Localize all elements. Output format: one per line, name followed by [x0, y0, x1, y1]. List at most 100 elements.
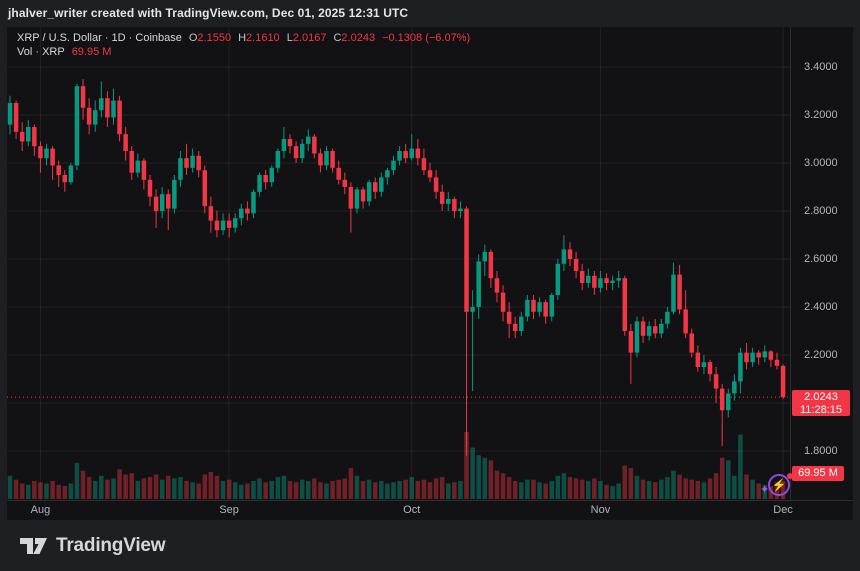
candle-body	[555, 263, 561, 295]
candle-body	[519, 316, 524, 331]
chart-widget: XRP / U.S. Dollar · 1D · Coinbase O2.1550…	[7, 27, 853, 520]
price-scale[interactable]: 3.4000 3.2000 3.0000 2.8000 2.6000 2.4000 2.20…	[790, 27, 853, 500]
volume-bar	[470, 447, 475, 499]
change-value: −0.1308 (−6.07%)	[382, 32, 471, 44]
candle-body	[433, 177, 439, 192]
candle-body	[105, 98, 110, 118]
legend-symbol-line[interactable]: XRP / U.S. Dollar · 1D · Coinbase O2.1550…	[17, 31, 470, 45]
volume-bar	[166, 475, 171, 499]
volume-bar	[232, 482, 238, 499]
volume-bar	[38, 482, 43, 499]
volume-bar	[415, 480, 421, 499]
volume-bar	[762, 484, 768, 499]
candle-body	[756, 352, 761, 358]
lightning-icon: ⚡	[768, 474, 790, 496]
volume-bar	[543, 483, 548, 499]
candle-body	[446, 199, 451, 204]
chart-pane[interactable]	[7, 27, 853, 520]
volume-axis-badge: 69.95 M	[792, 466, 844, 481]
candle-body	[665, 311, 670, 324]
low-label: L	[286, 32, 293, 44]
candle-body	[385, 170, 390, 178]
volume-bar	[281, 475, 287, 499]
candle-body	[543, 302, 548, 317]
volume-bar	[561, 473, 567, 499]
volume-bar	[525, 479, 530, 499]
volume-bar	[86, 477, 92, 499]
volume-bar	[239, 484, 244, 499]
time-axis-label: Sep	[219, 504, 239, 516]
price-axis-label: 2.8000	[804, 205, 838, 217]
close-label: C	[333, 32, 342, 44]
candle-body	[275, 151, 281, 168]
volume-bar	[68, 483, 74, 499]
candle-body	[701, 362, 707, 367]
volume-bar	[646, 480, 652, 499]
legend-volume-line[interactable]: Vol · XRP 69.95 M	[17, 45, 470, 59]
candle-body	[135, 160, 141, 173]
candle-body	[56, 165, 61, 175]
volume-bar	[141, 478, 147, 499]
price-axis-label: 2.2000	[804, 349, 838, 361]
candle-body	[251, 191, 256, 214]
volume-bar	[519, 482, 524, 499]
volume-bar	[50, 480, 55, 499]
candle-body	[476, 261, 481, 307]
candle-body	[7, 103, 13, 125]
candle-body	[172, 179, 177, 209]
bar-countdown: 11:28:15	[799, 404, 842, 416]
candle-body	[44, 148, 49, 159]
tradingview-logo[interactable]: TradingView	[20, 532, 166, 560]
candle-body	[293, 146, 299, 159]
notification-dot	[787, 473, 793, 479]
candle-body	[598, 278, 603, 288]
volume-bar	[312, 478, 317, 499]
volume-bar	[476, 455, 481, 499]
candle-body	[421, 158, 427, 171]
volume-bar	[403, 479, 408, 499]
volume-bar	[330, 480, 335, 499]
volume-bar	[19, 483, 25, 499]
candle-body	[86, 107, 92, 125]
volume-bar	[306, 480, 311, 499]
volume-bar	[385, 483, 390, 499]
volume-bar	[287, 480, 293, 499]
volume-bar	[512, 480, 518, 499]
candle-body	[257, 175, 262, 192]
volume-bar	[391, 482, 396, 499]
volume-bar	[640, 479, 646, 499]
price-axis-label: 1.8000	[804, 445, 838, 457]
candle-body	[80, 86, 86, 108]
candle-body	[372, 182, 378, 192]
volume-bar	[732, 475, 737, 499]
volume-bar	[628, 468, 634, 499]
candle-body	[184, 158, 189, 168]
volume-bar	[299, 479, 305, 499]
candle-body	[245, 208, 250, 214]
candle-body	[634, 321, 640, 353]
volume-bar	[464, 432, 469, 499]
candle-body	[342, 179, 348, 187]
candle-body	[196, 155, 201, 171]
candle-body	[452, 199, 457, 211]
candle-body	[226, 220, 232, 228]
candle-body	[506, 311, 512, 324]
volume-bar	[348, 468, 354, 499]
candle-body	[214, 220, 220, 231]
spark-icon[interactable]: ✦ ⚡	[760, 470, 794, 502]
volume-bar	[719, 457, 725, 499]
price-axis-label: 3.0000	[804, 157, 838, 169]
volume-bar	[579, 479, 585, 499]
candle-body	[464, 208, 469, 312]
candle-body	[561, 249, 567, 264]
candle-body	[744, 352, 749, 363]
volume-bar	[458, 480, 463, 499]
symbol-title[interactable]: XRP / U.S. Dollar · 1D · Coinbase	[17, 32, 182, 44]
candle-body	[537, 302, 542, 312]
candle-body	[604, 278, 609, 283]
candle-body	[616, 278, 621, 281]
volume-bar	[92, 480, 98, 499]
volume-bar	[336, 479, 341, 499]
volume-bar	[433, 478, 439, 499]
time-scale[interactable]: Aug Sep Oct Nov Dec	[7, 500, 853, 520]
